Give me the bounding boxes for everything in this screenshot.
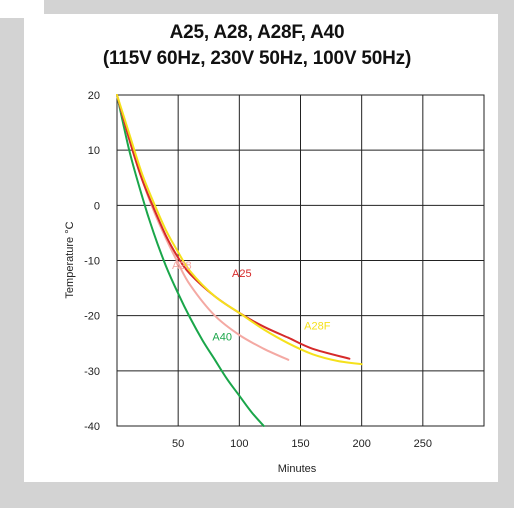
corner-mark	[0, 0, 44, 18]
y-tick-label: -40	[84, 421, 100, 433]
series-label-a28f: A28F	[304, 320, 331, 332]
x-tick-label: 200	[352, 438, 370, 450]
series-line-a40	[116, 94, 265, 427]
series-label-a25: A25	[232, 268, 252, 280]
x-tick-label: 250	[414, 438, 432, 450]
series-line-a25	[116, 94, 351, 360]
y-axis-label: Temperature °C	[64, 221, 76, 298]
series-label-a28: A28	[172, 260, 192, 272]
series-line-a28	[116, 94, 290, 361]
grid	[116, 94, 485, 427]
series-lines	[116, 94, 363, 427]
series-label-a40: A40	[212, 331, 232, 343]
y-tick-label: -30	[84, 366, 100, 378]
series-line-a28f	[116, 94, 363, 366]
x-axis-label: Minutes	[278, 463, 317, 475]
chart-title-line1: A25, A28, A28F, A40	[169, 22, 345, 43]
y-tick-label: 10	[88, 145, 100, 157]
chart-panel	[24, 14, 498, 482]
x-tick-label: 150	[291, 438, 309, 450]
x-tick-label: 100	[230, 438, 248, 450]
x-tick-label: 50	[172, 438, 184, 450]
y-tick-label: -10	[84, 256, 100, 268]
y-tick-label: 20	[88, 90, 100, 102]
y-tick-label: 0	[94, 200, 100, 212]
series-labels: A40 A28 A25 A28F	[172, 260, 331, 344]
y-tick-label: -20	[84, 311, 100, 323]
chart-title-line2: (115V 60Hz, 230V 50Hz, 100V 50Hz)	[102, 48, 412, 69]
